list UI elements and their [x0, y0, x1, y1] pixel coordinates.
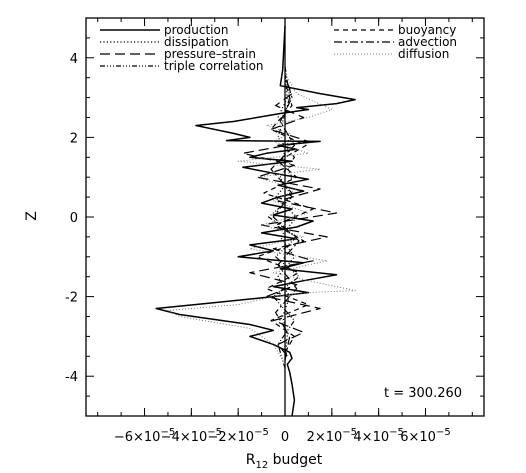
x-axis-label-subscript: 12: [255, 460, 268, 471]
x-tick-exponent: −5: [436, 427, 451, 438]
y-tick-label: 2: [70, 131, 78, 146]
x-axis-label: R12 budget: [246, 452, 323, 471]
x-tick-mantissa: 0: [281, 430, 289, 445]
x-tick-label: −4×10−5: [161, 427, 222, 445]
x-tick-mantissa: 2×10: [307, 430, 343, 445]
y-tick-label: -4: [65, 370, 78, 385]
legend-label: triple correlation: [164, 59, 264, 73]
series-line-buoyancy: [256, 81, 314, 353]
series-line-advection: [270, 73, 300, 361]
x-tick-mantissa: −2×10: [207, 430, 254, 445]
legend-label: pressure–strain: [164, 47, 256, 61]
x-tick-exponent: −5: [389, 427, 404, 438]
time-annotation: t = 300.260: [384, 386, 462, 401]
x-tick-label: −2×10−5: [207, 427, 268, 445]
x-tick-mantissa: −6×10: [114, 430, 161, 445]
series-layer: [155, 25, 356, 417]
x-tick-label: 0: [281, 430, 289, 445]
series-line-pressure-strain: [242, 77, 338, 357]
legend-label: dissipation: [164, 35, 229, 49]
x-tick-label: 2×10−5: [307, 427, 357, 445]
y-axis-label: Z: [24, 211, 40, 221]
x-axis-label-main: R: [246, 452, 256, 468]
x-tick-exponent: −5: [342, 427, 357, 438]
ticks-layer: −6×10−5−4×10−5−2×10−5 0 2×10−54×10−56×10−5…: [65, 18, 484, 445]
x-axis-label-suffix: budget: [268, 452, 323, 468]
x-tick-exponent: −5: [207, 427, 222, 438]
y-tick-label: 4: [70, 52, 78, 67]
y-tick-label: -2: [65, 291, 78, 306]
legend: productiondissipationpressure–straintrip…: [100, 23, 457, 73]
x-tick-label: 4×10−5: [353, 427, 403, 445]
legend-label: production: [164, 23, 228, 37]
x-tick-label: 6×10−5: [400, 427, 450, 445]
x-tick-exponent: −5: [160, 427, 175, 438]
series-line-production: [155, 25, 356, 417]
x-tick-mantissa: −4×10: [161, 430, 208, 445]
legend-label: buoyancy: [398, 23, 456, 37]
legend-label: advection: [398, 35, 457, 49]
y-tick-label: 0: [70, 211, 78, 226]
x-tick-mantissa: 4×10: [353, 430, 389, 445]
series-line-triple-correlation: [268, 65, 300, 369]
x-tick-exponent: −5: [254, 427, 269, 438]
x-tick-label: −6×10−5: [114, 427, 175, 445]
x-tick-mantissa: 6×10: [400, 430, 436, 445]
legend-label: diffusion: [398, 47, 449, 61]
